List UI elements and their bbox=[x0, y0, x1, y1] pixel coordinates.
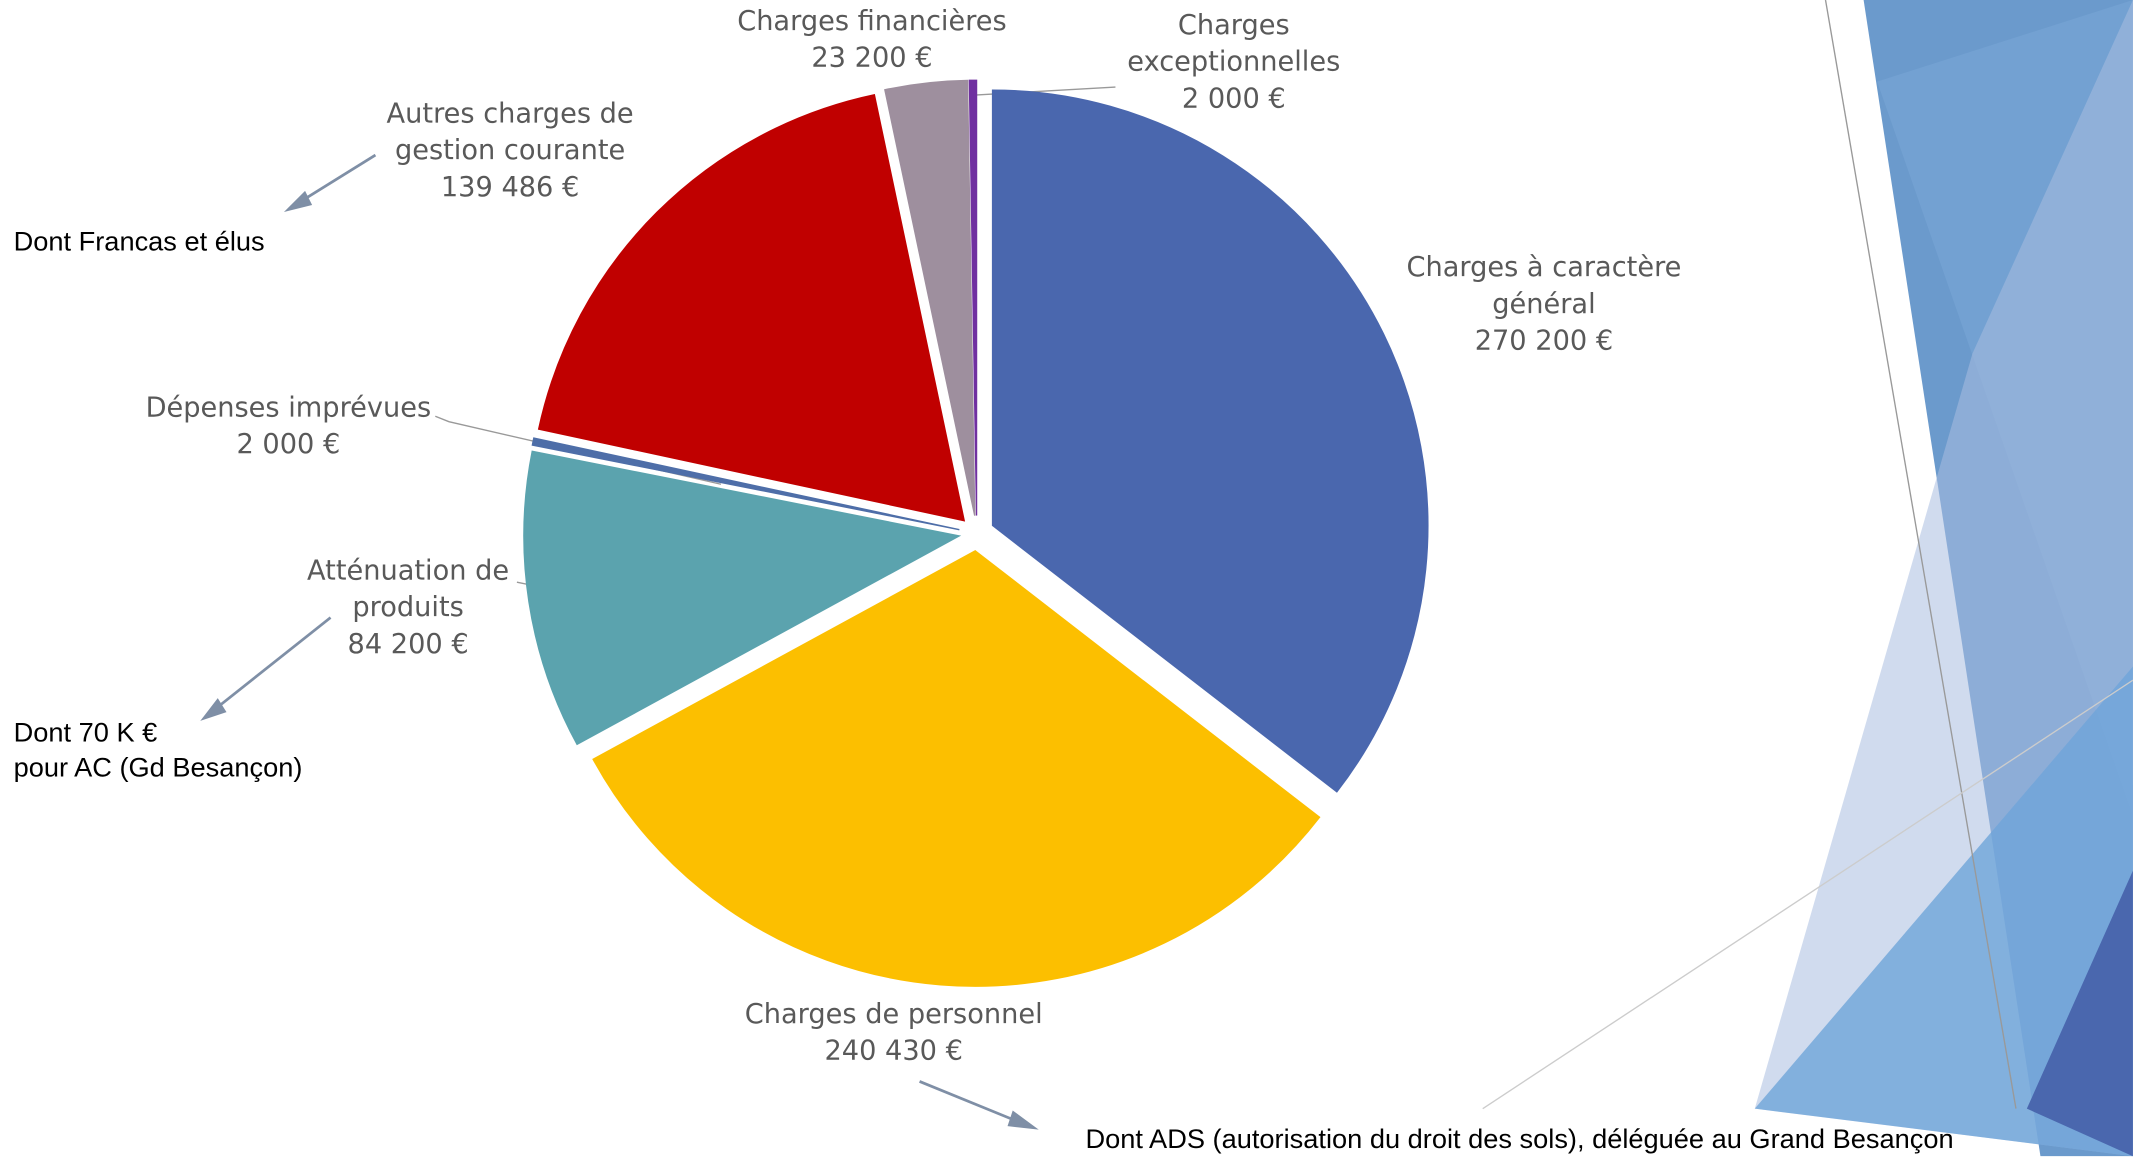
category-label: Charges exceptionnelles bbox=[1127, 8, 1341, 78]
pie-slice bbox=[968, 79, 978, 516]
slice-label: Dépenses imprévues 2 000 € bbox=[125, 389, 451, 462]
pie-slice bbox=[991, 89, 1429, 793]
slice-label: Charges financières 23 200 € bbox=[709, 3, 1035, 76]
category-label: Charges de personnel bbox=[744, 997, 1043, 1030]
pie-slice bbox=[537, 93, 966, 522]
pie-slice bbox=[884, 79, 976, 516]
annotation: Dont 70 K € pour AC (Gd Besançon) bbox=[13, 718, 303, 784]
value-label: 240 430 € bbox=[824, 1033, 963, 1067]
annotation: Dont ADS (autorisation du droit des sols… bbox=[1085, 1124, 1954, 1155]
category-label: Atténuation de produits bbox=[307, 553, 510, 624]
value-label: 2 000 € bbox=[236, 427, 341, 460]
category-label: Autres charges de gestion courante bbox=[386, 96, 634, 166]
decoration bbox=[1482, 0, 2133, 1157]
pie-slice bbox=[523, 450, 962, 746]
category-label: Charges à caractère général bbox=[1406, 250, 1682, 320]
slice-label: Charges exceptionnelles 2 000 € bbox=[1098, 7, 1370, 117]
value-label: 84 200 € bbox=[347, 627, 469, 660]
category-label: Dépenses imprévues bbox=[145, 390, 432, 424]
arrows bbox=[200, 86, 1116, 1130]
value-label: 270 200 € bbox=[1474, 323, 1614, 357]
pie-slice bbox=[531, 437, 960, 531]
pie-slice bbox=[592, 550, 1321, 987]
category-label: Charges financières bbox=[737, 4, 1007, 37]
value-label: 139 486 € bbox=[440, 170, 580, 203]
slice-label: Atténuation de produits 84 200 € bbox=[286, 552, 531, 662]
value-label: 2 000 € bbox=[1181, 81, 1286, 115]
annotation: Dont Francas et élus bbox=[13, 227, 265, 258]
slice-label: Charges de personnel 240 430 € bbox=[717, 996, 1071, 1069]
slice-label: Charges à caractère général 270 200 € bbox=[1381, 249, 1707, 359]
slice-label: Autres charges de gestion courante 139 48… bbox=[360, 95, 659, 205]
value-label: 23 200 € bbox=[811, 40, 933, 74]
